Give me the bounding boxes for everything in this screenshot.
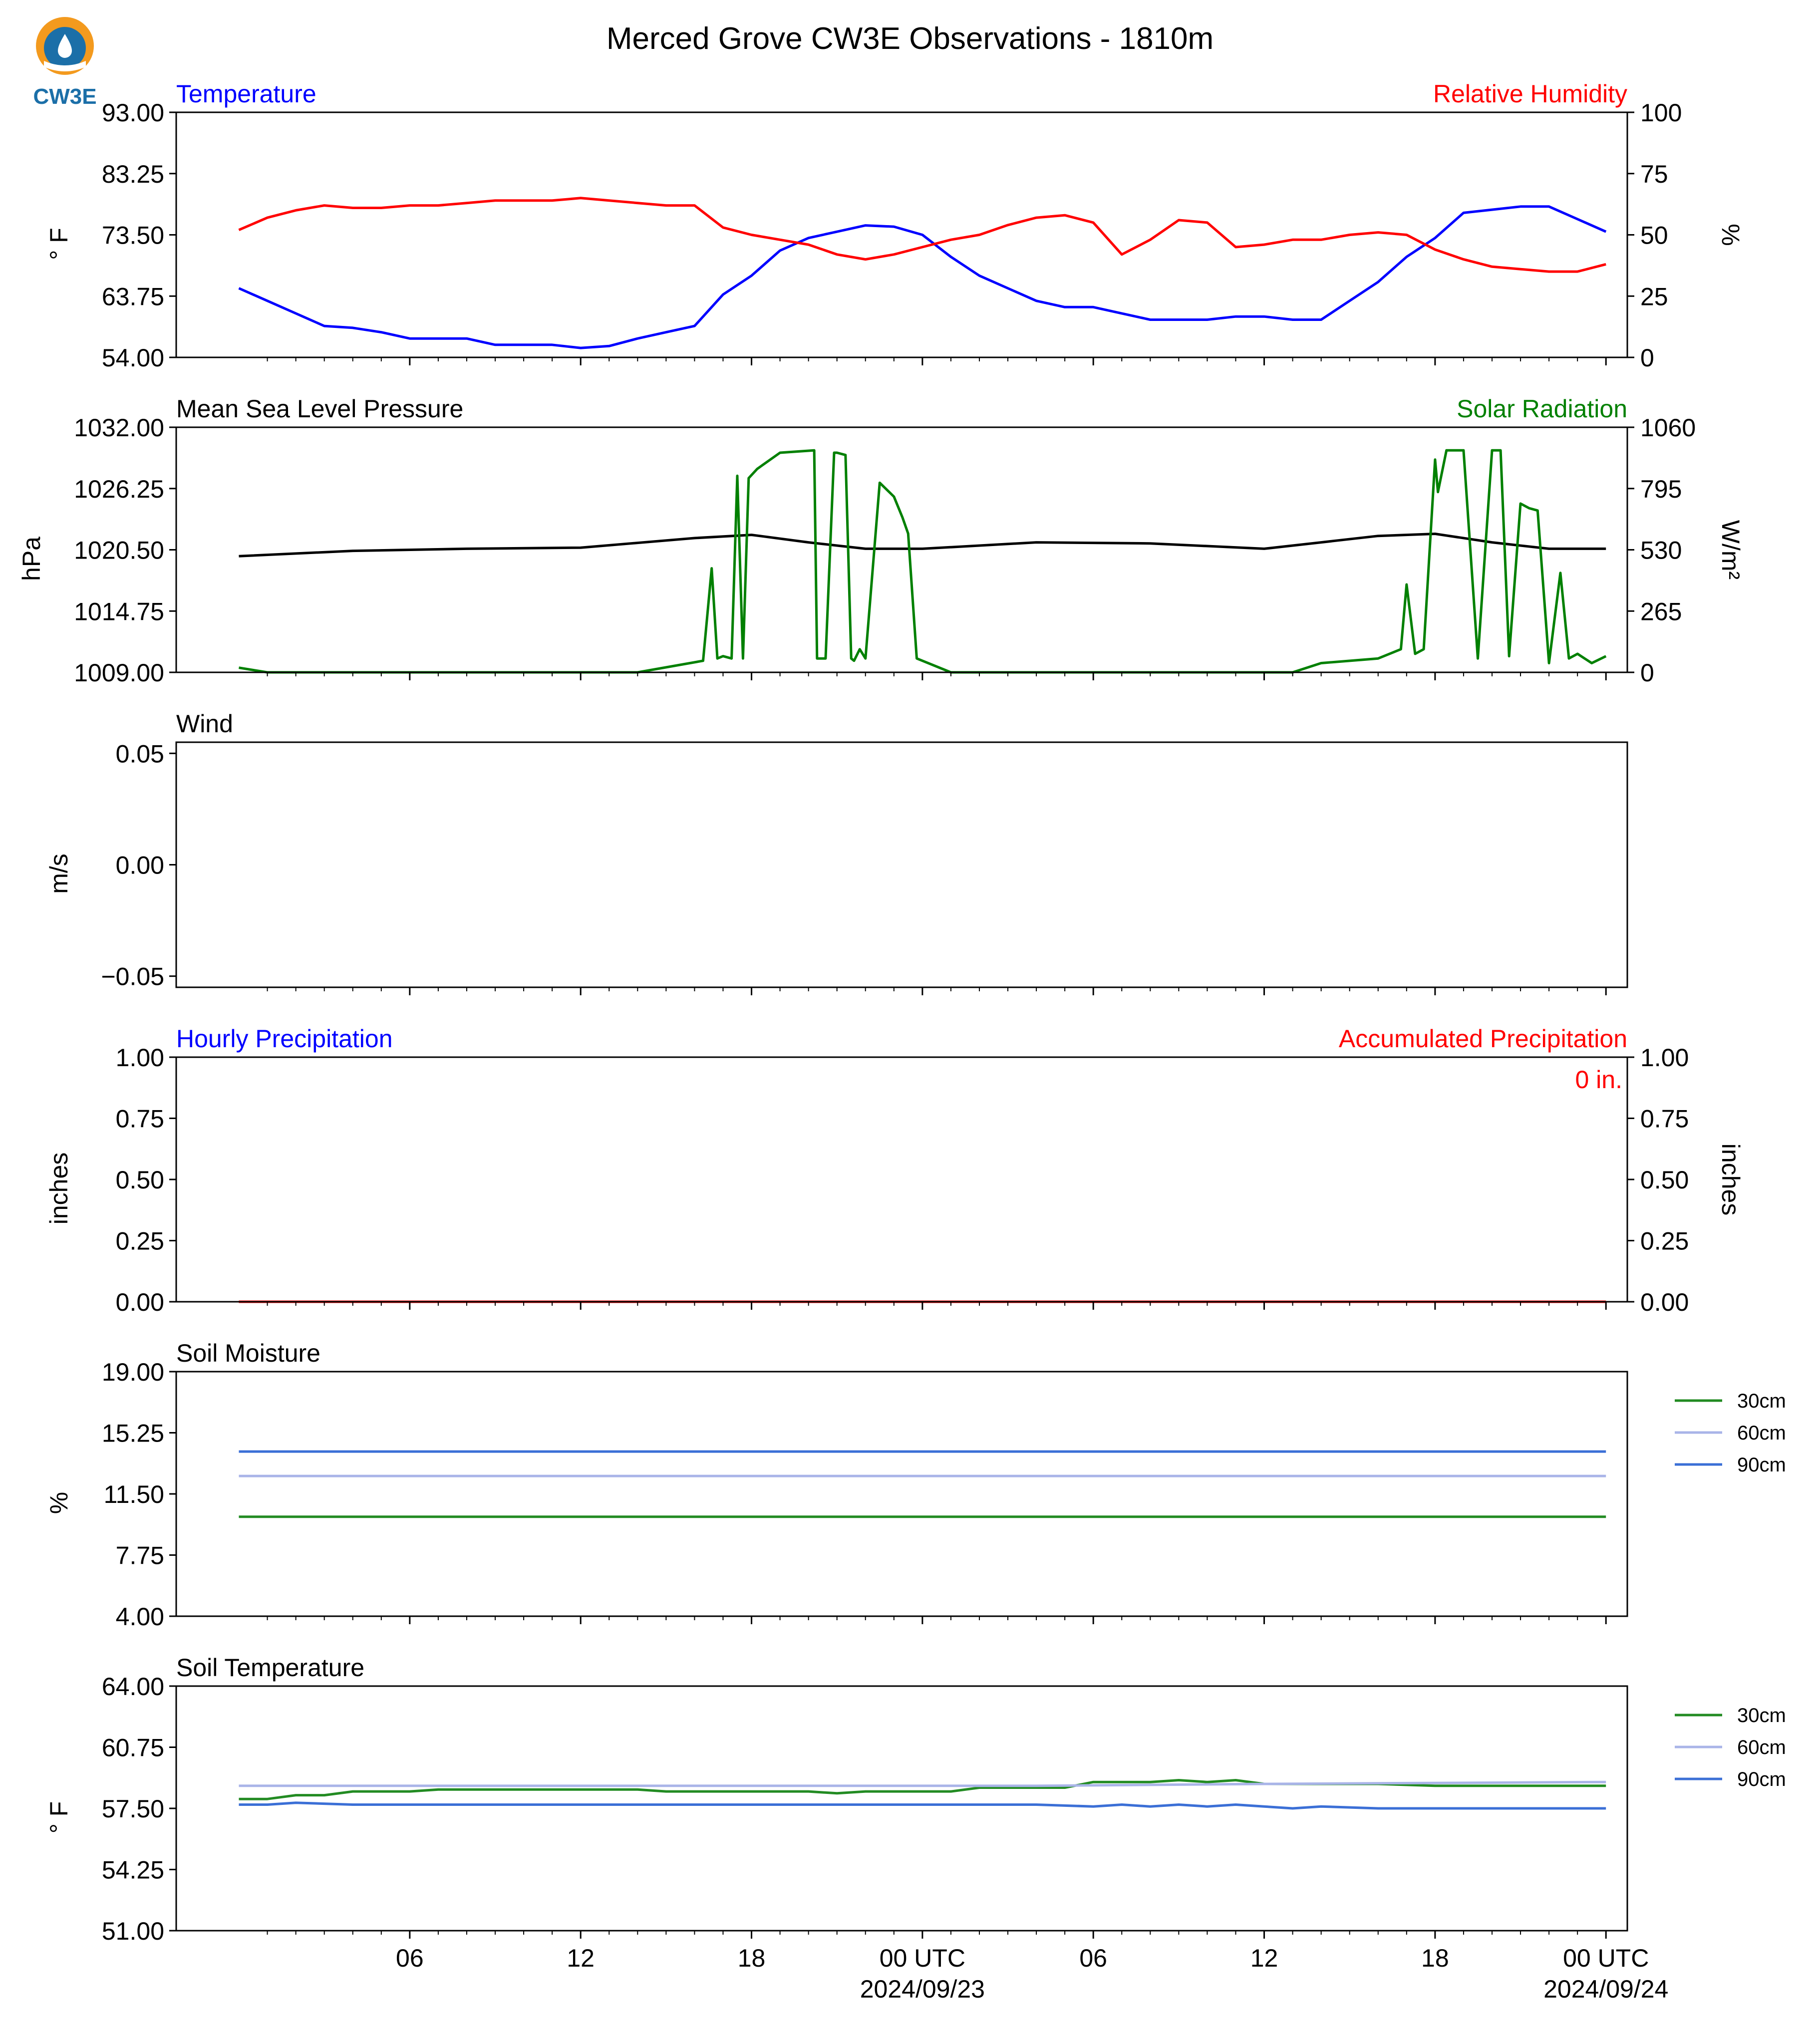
panel-6-series-60cm-line — [239, 1780, 1606, 1787]
panel-1-ytick-right-label: 75 — [1640, 160, 1668, 188]
panel-5-frame — [175, 1371, 1628, 1617]
panel-4-ytick-right-label: 0.50 — [1640, 1166, 1689, 1194]
panel-4-ytick-right-label: 0.75 — [1640, 1105, 1689, 1133]
panel-4-ytick-label: 0.75 — [116, 1105, 164, 1133]
panel-5-legend-label-90cm: 90cm — [1737, 1454, 1786, 1476]
panel-3-ytick-label: −0.05 — [101, 963, 164, 991]
panel-1-title-left: Temperature — [176, 80, 316, 108]
panel-1-frame — [175, 111, 1628, 358]
panel-1-ylabel: ° F — [45, 228, 73, 260]
panel-2-ytick-label: 1014.75 — [74, 597, 164, 625]
panel-4-ytick-label: 0.25 — [116, 1227, 164, 1255]
panel-4-ytick-label: 0.00 — [116, 1288, 164, 1316]
panel-6-ylabel: ° F — [45, 1801, 73, 1833]
panel-2-title-left: Mean Sea Level Pressure — [176, 395, 463, 423]
panel-4-annotation: 0 in. — [1575, 1066, 1622, 1094]
panel-2-ytick-right-label: 265 — [1640, 597, 1682, 625]
panel-6-legend-label-90cm: 90cm — [1737, 1768, 1786, 1790]
panel-4-ylabel-right: inches — [1717, 1144, 1745, 1216]
xtick-label: 18 — [738, 1944, 766, 1972]
panel-4-ytick-right-label: 0.25 — [1640, 1227, 1689, 1255]
panel-4-ytick-label: 1.00 — [116, 1044, 164, 1072]
panel-4-title-right: Accumulated Precipitation — [1339, 1025, 1627, 1053]
panel-1-ytick-right-label: 100 — [1640, 99, 1682, 127]
panel-6-legend-label-30cm: 30cm — [1737, 1705, 1786, 1727]
panel-1-ytick-right-label: 50 — [1640, 222, 1668, 250]
panel-4-ylabel: inches — [45, 1153, 73, 1225]
panel-2-ylabel-right: W/m² — [1717, 520, 1745, 579]
panel-1-ytick-label: 73.50 — [102, 222, 164, 250]
panel-1-ytick-right-label: 25 — [1640, 283, 1668, 310]
panel-3-ylabel: m/s — [45, 854, 73, 894]
panel-6-series-90cm-line — [239, 1801, 1606, 1810]
xtick-label: 06 — [396, 1944, 424, 1972]
xtick-label: 00 UTC — [1563, 1944, 1649, 1972]
panel-2-ytick-right-label: 795 — [1640, 475, 1682, 503]
xtick-label: 12 — [567, 1944, 595, 1972]
panel-5-ytick-label: 4.00 — [116, 1603, 164, 1631]
panel-2-ytick-label: 1032.00 — [74, 414, 164, 442]
xtick-date-label: 2024/09/23 — [860, 1975, 985, 2003]
panel-6-title-left: Soil Temperature — [176, 1654, 364, 1682]
panel-5-ylabel: % — [45, 1492, 73, 1514]
panel-1-ytick-label: 54.00 — [102, 344, 164, 372]
panel-1-ylabel-right: % — [1717, 224, 1745, 246]
panel-2-ytick-label: 1009.00 — [74, 659, 164, 687]
panel-5-ytick-label: 15.25 — [102, 1420, 164, 1448]
panel-4-ytick-right-label: 0.00 — [1640, 1288, 1689, 1316]
panel-6-ytick-label: 60.75 — [102, 1734, 164, 1762]
xtick-label: 12 — [1250, 1944, 1278, 1972]
panel-4-frame — [175, 1056, 1628, 1303]
panel-2-ytick-right-label: 530 — [1640, 537, 1682, 565]
panel-2-series-left-line — [239, 533, 1606, 558]
panel-1-series-left-line — [238, 205, 1607, 349]
panel-4-ytick-label: 0.50 — [116, 1166, 164, 1194]
panel-5-ytick-label: 7.75 — [116, 1542, 164, 1570]
panel-5-legend-label-30cm: 30cm — [1737, 1390, 1786, 1412]
panel-1-series-right-line — [238, 197, 1606, 273]
xtick-date-label: 2024/09/24 — [1543, 1975, 1668, 2003]
logo-text: CW3E — [33, 84, 96, 109]
panel-2-ytick-label: 1026.25 — [74, 475, 164, 503]
panel-2-title-right: Solar Radiation — [1457, 395, 1627, 423]
panel-6-ytick-label: 57.50 — [102, 1795, 164, 1823]
panel-4-title-left: Hourly Precipitation — [176, 1025, 393, 1053]
panel-6-ytick-label: 54.25 — [102, 1856, 164, 1884]
xtick-label: 00 UTC — [880, 1944, 965, 1972]
panel-3-ytick-label: 0.05 — [116, 740, 164, 768]
panel-4-ytick-right-label: 1.00 — [1640, 1044, 1689, 1072]
cw3e-logo: CW3E — [33, 17, 97, 109]
panel-3-title-left: Wind — [176, 710, 233, 738]
panel-1-ytick-label: 93.00 — [102, 99, 164, 127]
panel-6-ytick-label: 51.00 — [102, 1917, 164, 1945]
panel-5-title-left: Soil Moisture — [176, 1339, 320, 1367]
figure-title: Merced Grove CW3E Observations - 1810m — [607, 21, 1213, 56]
panel-2-ytick-right-label: 1060 — [1640, 414, 1696, 442]
panel-5-ytick-label: 11.50 — [104, 1480, 164, 1508]
panel-2-ylabel: hPa — [17, 537, 45, 581]
xtick-label: 06 — [1079, 1944, 1107, 1972]
panel-5-legend-label-60cm: 60cm — [1737, 1422, 1786, 1444]
panel-6-legend-label-60cm: 60cm — [1737, 1737, 1786, 1758]
panel-2-series-right-line — [239, 449, 1607, 674]
panel-1-ytick-right-label: 0 — [1640, 344, 1654, 372]
panel-1-ytick-label: 63.75 — [102, 283, 164, 310]
panel-1-title-right: Relative Humidity — [1433, 80, 1627, 108]
panel-3-ytick-label: 0.00 — [116, 852, 164, 879]
panel-5-ytick-label: 19.00 — [102, 1358, 164, 1386]
panel-3-frame — [175, 741, 1628, 988]
panel-1-ytick-label: 83.25 — [102, 160, 164, 188]
panel-2-ytick-label: 1020.50 — [74, 537, 164, 565]
panel-6-ytick-label: 64.00 — [102, 1673, 164, 1701]
xtick-label: 18 — [1421, 1944, 1449, 1972]
panel-2-ytick-right-label: 0 — [1640, 659, 1654, 687]
